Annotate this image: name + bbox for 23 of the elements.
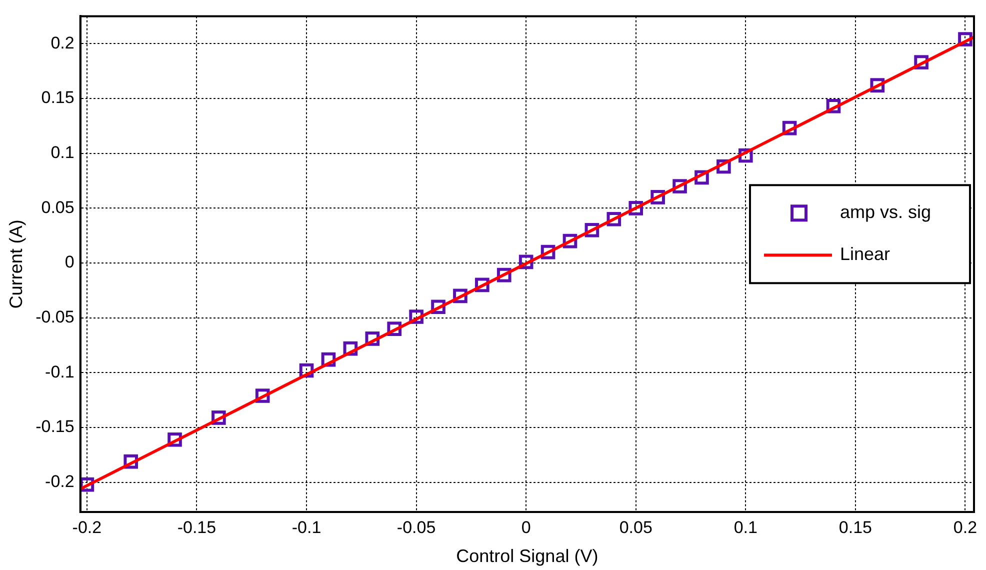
legend-label: amp vs. sig [840,202,932,222]
x-tick-label: -0.15 [177,518,216,537]
y-tick-label: 0.05 [41,198,74,217]
x-tick-label: -0.1 [292,518,322,537]
x-tick-label: 0.1 [734,518,758,537]
y-tick-label: -0.05 [36,308,74,327]
legend-label: Linear [840,244,890,264]
x-tick-label: -0.05 [396,518,436,537]
x-tick-label: -0.2 [72,518,102,537]
y-axis-title: Current (A) [6,220,26,309]
x-tick-label: 0.15 [838,518,872,537]
y-tick-label: -0.15 [36,417,74,436]
x-tick-label: 0.05 [619,518,652,537]
y-tick-label: 0.15 [41,88,74,108]
x-axis-title: Control Signal (V) [456,546,598,566]
y-tick-label: -0.1 [45,362,74,382]
y-tick-label: 0.1 [50,143,74,162]
y-tick-label: 0 [64,252,74,272]
x-tick-label: 0 [521,518,531,537]
x-tick-label: 0.2 [953,518,978,537]
y-tick-label: -0.2 [45,472,74,492]
point [80,477,94,492]
y-tick-label: 0.2 [50,33,74,52]
